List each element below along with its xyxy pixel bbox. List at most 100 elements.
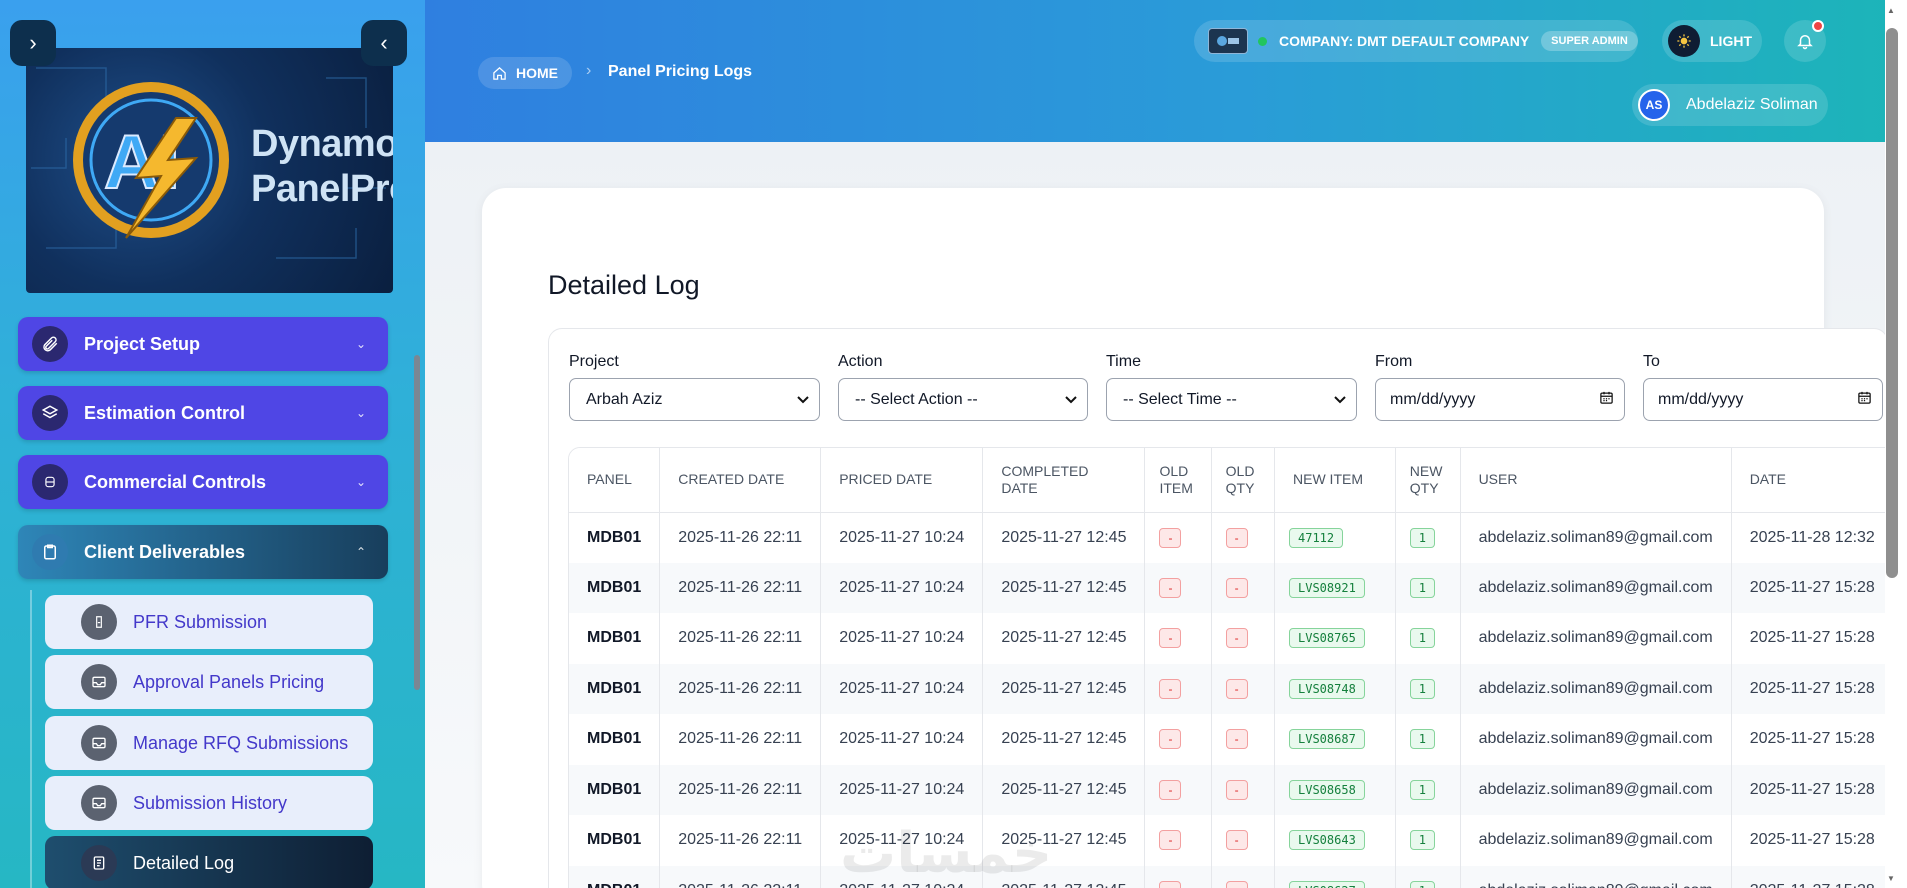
watermark: خمسات [840,821,1053,884]
menu-client-deliverables[interactable]: Client Deliverables ⌃ [18,525,388,579]
cell-completed-date: 2025-11-27 12:45 [982,714,1146,765]
expand-sidebar-button[interactable]: › [10,20,56,66]
user-menu[interactable]: AS Abdelaziz Soliman [1632,84,1828,126]
cell-old-qty: - [1211,613,1276,664]
col-panel[interactable]: PANEL [569,448,661,513]
cell-old-qty: - [1211,764,1276,815]
from-date-input[interactable]: mm/dd/yyyy [1375,378,1625,421]
cell-panel: MDB01 [569,714,661,765]
log-table: PANEL CREATED DATE PRICED DATE COMPLETED… [569,448,1897,888]
menu-commercial-controls[interactable]: Commercial Controls ⌄ [18,455,388,509]
cell-new-qty: 1 [1395,764,1461,815]
cell-priced-date: 2025-11-27 10:24 [820,865,984,888]
submenu-manage-rfq-submissions[interactable]: Manage RFQ Submissions [45,716,373,770]
cell-old-item: - [1144,865,1212,888]
cell-new-item: LVS08765 [1274,613,1396,664]
paperclip-icon [32,326,68,362]
cell-priced-date: 2025-11-27 10:24 [820,663,984,714]
avatar: AS [1638,89,1670,121]
document-icon [81,845,117,881]
chevron-up-icon: ⌃ [355,545,366,559]
breadcrumb-separator: › [586,62,592,79]
sidebar: AI Dynamo PanelPro › ‹ Project Setup ⌄ E… [0,0,425,888]
submenu-detailed-log[interactable]: Detailed Log [45,836,373,888]
sidebar-scrollbar[interactable] [414,355,420,690]
chevron-down-icon [797,393,809,407]
empty-badge: - [1225,830,1248,851]
cell-panel: MDB01 [569,764,661,815]
theme-toggle[interactable]: LIGHT [1662,20,1762,62]
value-badge: LVS08687 [1289,729,1365,750]
cell-old-item: - [1144,663,1212,714]
cell-created-date: 2025-11-26 22:11 [659,663,822,714]
submenu-label: Approval Panels Pricing [133,671,325,692]
empty-badge: - [1159,880,1182,888]
col-priced-date[interactable]: PRICED DATE [820,448,984,513]
logo-text-line2: PanelPro [251,168,393,210]
cell-user: abdelaziz.soliman89@gmail.com [1460,512,1732,563]
value-badge: 1 [1409,779,1435,800]
company-name: COMPANY: DMT DEFAULT COMPANY [1279,33,1530,49]
role-badge: SUPER ADMIN [1541,31,1638,51]
collapse-sidebar-button[interactable]: ‹ [361,20,407,66]
menu-project-setup[interactable]: Project Setup ⌄ [18,317,388,371]
col-new-item[interactable]: NEW ITEM [1274,448,1396,513]
time-filter-label: Time [1106,353,1141,370]
bell-icon [1797,35,1813,50]
value-badge: LVS08658 [1289,779,1365,800]
project-select[interactable]: Arbah Aziz [569,378,820,421]
breadcrumb-home[interactable]: HOME [478,57,572,89]
cell-created-date: 2025-11-26 22:11 [659,764,822,815]
cell-user: abdelaziz.soliman89@gmail.com [1460,764,1732,815]
col-date[interactable]: DATE [1731,448,1897,513]
logo-text-line1: Dynamo [251,123,393,165]
cell-panel: MDB01 [569,512,661,563]
scroll-up-arrow[interactable]: ▲ [1887,6,1895,15]
col-created-date[interactable]: CREATED DATE [659,448,822,513]
cell-created-date: 2025-11-26 22:11 [659,815,822,866]
chevron-down-icon [1334,393,1346,407]
value-badge: LVS08748 [1289,678,1365,699]
cell-completed-date: 2025-11-27 12:45 [982,512,1146,563]
file-icon [81,604,117,640]
to-date-label: To [1643,353,1660,370]
col-old-qty[interactable]: OLD QTY [1211,448,1276,513]
empty-badge: - [1159,527,1182,548]
value-badge: LVS08643 [1289,830,1365,851]
action-select[interactable]: -- Select Action -- [838,378,1088,421]
chevron-down-icon [1065,393,1077,407]
col-old-item[interactable]: OLD ITEM [1144,448,1212,513]
to-date-input[interactable]: mm/dd/yyyy [1643,378,1883,421]
col-completed-date[interactable]: COMPLETED DATE [982,448,1146,513]
time-select[interactable]: -- Select Time -- [1106,378,1357,421]
value-badge: 1 [1409,577,1435,598]
page-title: Detailed Log [548,270,700,300]
page-scrollbar-thumb[interactable] [1886,28,1898,578]
cell-completed-date: 2025-11-27 12:45 [982,663,1146,714]
empty-badge: - [1225,577,1248,598]
scroll-down-arrow[interactable]: ▼ [1887,874,1895,883]
cell-old-item: - [1144,512,1212,563]
user-name: Abdelaziz Soliman [1686,96,1818,113]
menu-estimation-control[interactable]: Estimation Control ⌄ [18,386,388,440]
submenu-approval-panels-pricing[interactable]: Approval Panels Pricing [45,655,373,709]
action-select-value: -- Select Action -- [855,390,978,408]
cell-new-qty: 1 [1395,865,1461,888]
submenu-submission-history[interactable]: Submission History [45,776,373,830]
submenu-pfr-submission[interactable]: PFR Submission [45,595,373,649]
col-new-qty[interactable]: NEW QTY [1395,448,1461,513]
inbox-icon [81,664,117,700]
empty-badge: - [1225,527,1248,548]
value-badge: LVS08921 [1289,577,1365,598]
empty-badge: - [1225,678,1248,699]
company-switcher[interactable]: COMPANY: DMT DEFAULT COMPANY SUPER ADMIN [1194,20,1638,62]
col-user[interactable]: USER [1460,448,1732,513]
